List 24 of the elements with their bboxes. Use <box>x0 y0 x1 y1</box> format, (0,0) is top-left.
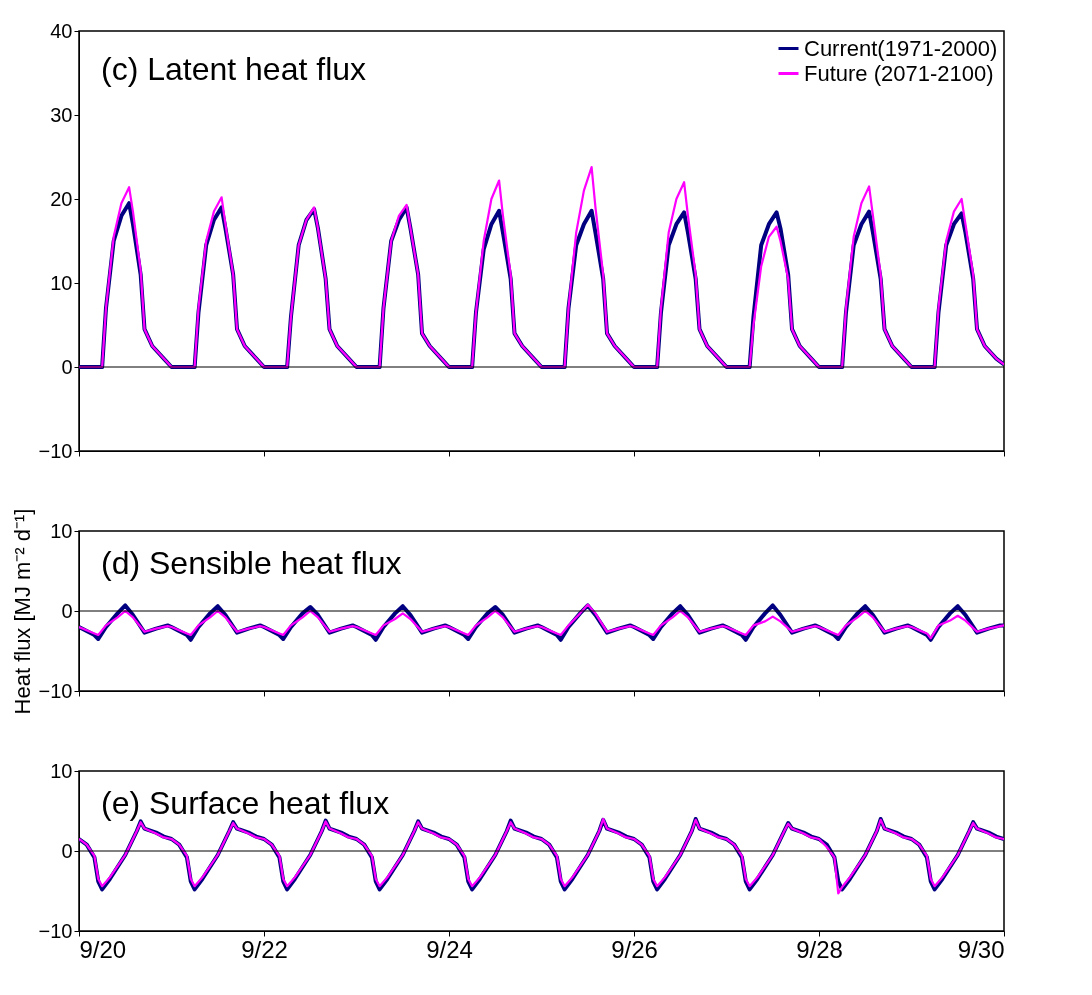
text: (c) Latent heat flux <box>101 51 367 87</box>
y-tick-label: 0 <box>61 355 73 378</box>
x-tick-label: 9/22 <box>241 935 288 963</box>
y-tick-label: 0 <box>61 839 73 862</box>
chart-title: (d) Sensible heat flux <box>101 545 402 581</box>
y-tick-label: 10 <box>50 519 73 542</box>
y-tick-label: 20 <box>50 187 73 210</box>
x-tick-label: 9/26 <box>611 935 658 963</box>
y-tick-label: −10 <box>38 679 73 702</box>
y-tick-label: 40 <box>50 19 73 42</box>
legend-label: Future (2071-2100) <box>804 60 994 86</box>
y-axis-title: Heat flux [MJ m⁻² d⁻¹] <box>9 508 35 715</box>
x-tick-label: 9/28 <box>796 935 843 963</box>
y-tick-label: 0 <box>61 599 73 622</box>
chart-title: (e) Surface heat flux <box>101 785 390 821</box>
y-tick-label: −10 <box>38 919 73 942</box>
y-tick-label: 30 <box>50 103 73 126</box>
x-tick-label: 9/24 <box>426 935 473 963</box>
y-tick-label: −10 <box>38 439 73 462</box>
y-tick-label: 10 <box>50 271 73 294</box>
x-tick-label: 9/20 <box>79 935 127 963</box>
legend-label: Current(1971-2000) <box>804 35 998 61</box>
x-tick-label: 9/30 <box>957 935 1005 963</box>
y-tick-label: 10 <box>50 759 73 782</box>
